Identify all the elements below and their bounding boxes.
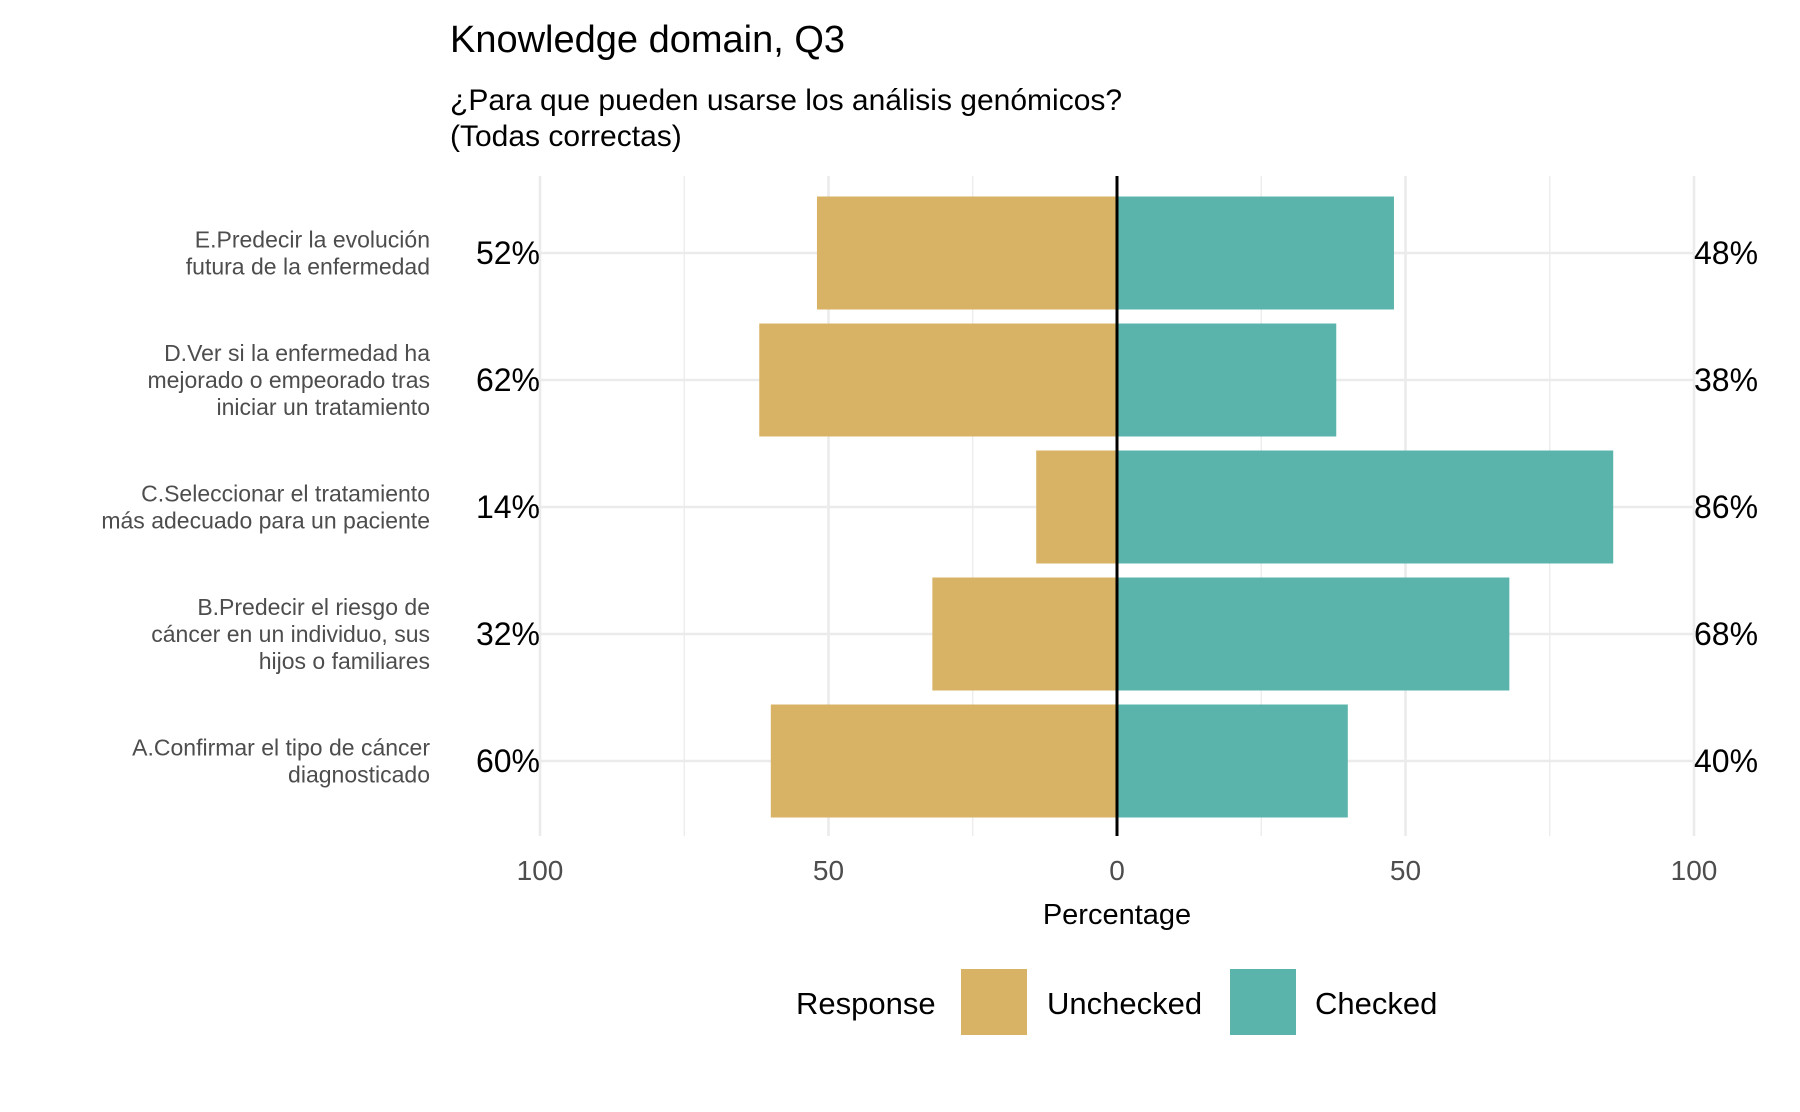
data-label-unchecked: 32% [476,616,540,652]
data-label-checked: 86% [1694,489,1758,525]
category-label: diagnosticado [288,762,430,788]
category-label: A.Confirmar el tipo de cáncer [132,735,430,761]
legend-swatch-unchecked [961,969,1027,1035]
data-label-unchecked: 14% [476,489,540,525]
legend-swatch-checked [1230,969,1296,1035]
data-label-unchecked: 52% [476,235,540,271]
x-tick-label: 100 [517,855,564,886]
category-label: C.Seleccionar el tratamiento [141,481,430,507]
x-axis-title: Percentage [1043,899,1191,931]
data-label-unchecked: 62% [476,362,540,398]
x-tick-label: 50 [1390,855,1421,886]
legend-label-unchecked: Unchecked [1047,986,1202,1021]
bars-layer [759,196,1614,818]
data-label-unchecked: 60% [476,743,540,779]
data-label-checked: 68% [1694,616,1758,652]
bar-checked [1117,577,1510,691]
x-tick-label: 0 [1109,855,1125,886]
bar-unchecked [759,323,1117,437]
bar-checked [1117,323,1337,437]
data-label-checked: 38% [1694,362,1758,398]
category-label: B.Predecir el riesgo de [197,594,430,620]
legend-title: Response [796,986,936,1021]
x-tick-label: 100 [1671,855,1718,886]
bar-unchecked [932,577,1117,691]
axis-layer: 100 50 0 50 100 [517,176,1718,886]
bar-unchecked [770,704,1117,818]
category-label: mejorado o empeorado tras [147,367,430,393]
data-label-checked: 40% [1694,743,1758,779]
x-tick-label: 50 [813,855,844,886]
legend-label-checked: Checked [1315,986,1437,1021]
bar-checked [1117,704,1348,818]
category-label: E.Predecir la evolución [195,227,430,253]
category-label: iniciar un tratamiento [217,394,431,420]
category-label: hijos o familiares [259,648,430,674]
chart-subtitle-line-1: ¿Para que pueden usarse los análisis gen… [450,84,1122,117]
chart-subtitle-line-2: (Todas correctas) [450,120,682,153]
category-label: más adecuado para un paciente [101,508,430,534]
legend: Response Unchecked Checked [796,969,1437,1035]
category-label: futura de la enfermedad [186,254,430,280]
category-label: cáncer en un individuo, sus [151,621,430,647]
category-label: D.Ver si la enfermedad ha [164,340,430,366]
bar-unchecked [1036,450,1117,564]
bar-checked [1117,196,1394,310]
chart-title: Knowledge domain, Q3 [450,19,845,61]
bar-unchecked [816,196,1117,310]
data-label-checked: 48% [1694,235,1758,271]
bar-checked [1117,450,1614,564]
